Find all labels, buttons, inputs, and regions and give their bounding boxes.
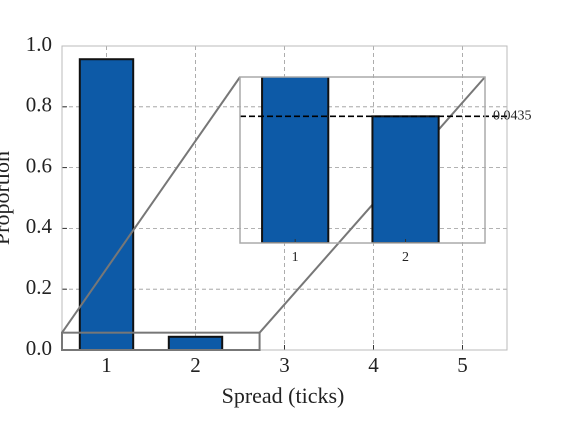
y-tick-label: 0.4 [26, 214, 53, 238]
inset-x-tick-label: 1 [292, 250, 299, 265]
plot-frame [61, 45, 508, 351]
y-axis-label: Proportion [0, 151, 14, 245]
x-tick-label: 2 [190, 353, 201, 377]
x-tick-label: 5 [457, 353, 468, 377]
y-tick-label: 1.0 [26, 32, 52, 56]
reference-label: 0.0435 [493, 109, 532, 124]
bar [261, 77, 330, 243]
inset-frame [239, 76, 486, 244]
zoom-box [61, 331, 261, 351]
x-tick-label: 4 [368, 353, 379, 377]
inset-bars [261, 77, 440, 243]
y-tick-label: 0.6 [26, 153, 52, 177]
bar [167, 335, 224, 352]
bar [78, 58, 135, 351]
y-tick-label: 0.2 [26, 275, 52, 299]
y-tick-label: 0.0 [26, 336, 52, 360]
x-tick-label: 3 [279, 353, 290, 377]
y-tick-label: 0.8 [26, 93, 52, 117]
x-tick-label: 1 [101, 353, 112, 377]
inset-x-tick-label: 2 [402, 250, 409, 265]
connector [61, 76, 241, 334]
bar [371, 115, 440, 243]
x-axis-label: Spread (ticks) [222, 383, 345, 408]
